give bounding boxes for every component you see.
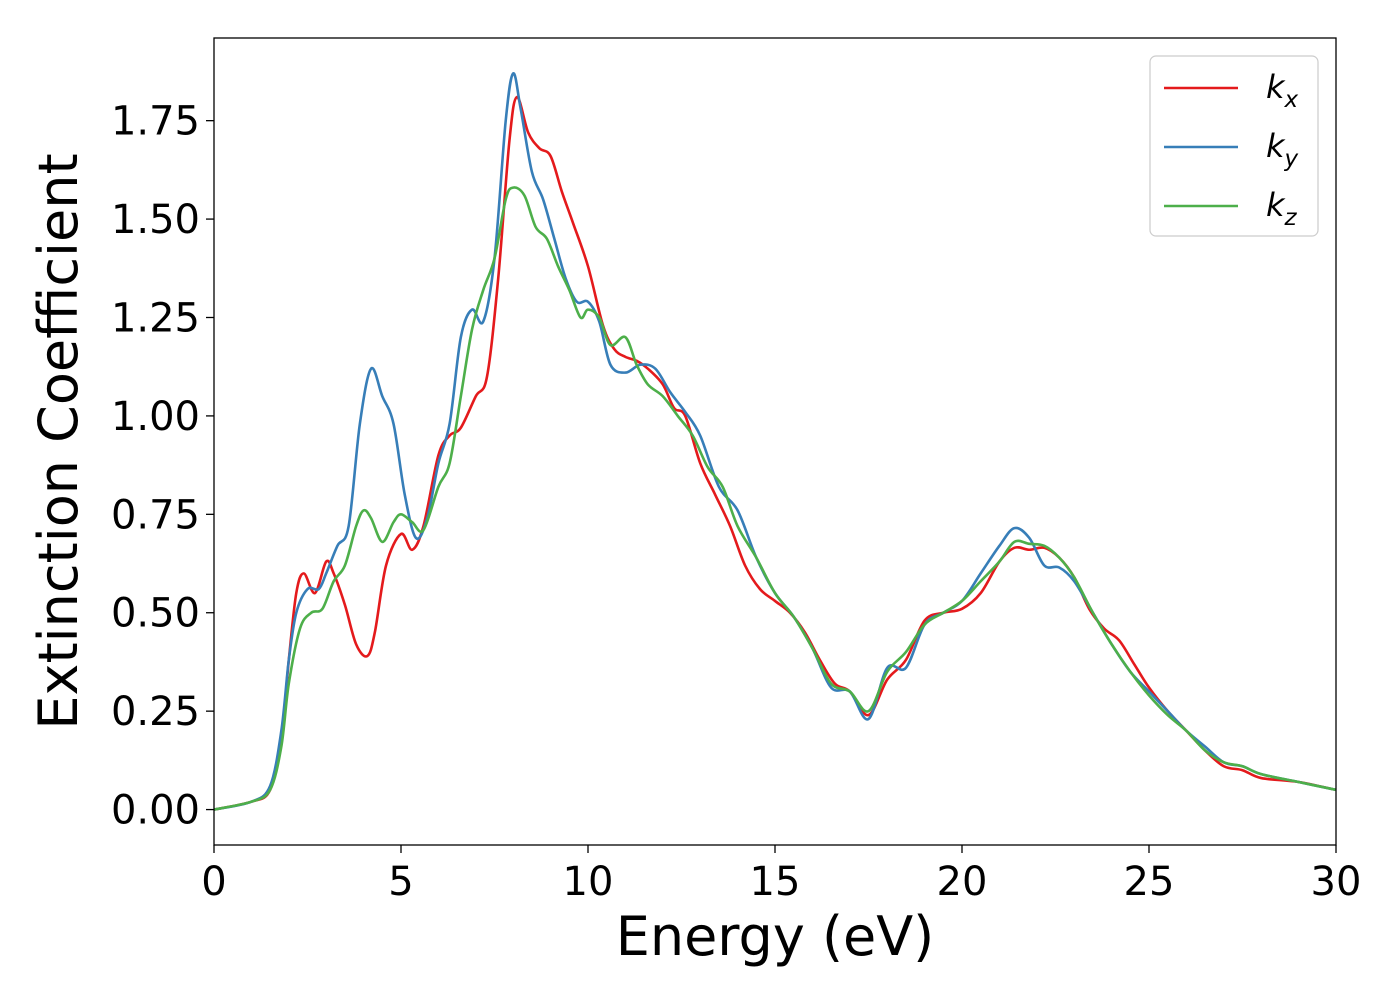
y-axis-title: Extinction Coefficient [27, 153, 90, 729]
x-tick-label: 20 [937, 859, 988, 905]
y-tick-label: 0.50 [111, 591, 200, 637]
plot-area [214, 72, 1336, 811]
axes: 0 5 10 15 20 25 30 0.00 0.25 0.50 0.75 1.00 1.25 1.50… [111, 37, 1362, 905]
legend-label-y: ky [1266, 127, 1299, 172]
x-tick-label: 15 [750, 859, 801, 905]
legend-label-x: kx [1266, 68, 1299, 113]
series-line-z [214, 186, 1336, 811]
x-tick-label: 10 [563, 859, 614, 905]
y-tick-label: 1.50 [111, 197, 200, 243]
x-tick-label: 25 [1124, 859, 1175, 905]
y-tick-label: 0.25 [111, 689, 200, 735]
x-axis-title: Energy (eV) [616, 905, 935, 968]
x-tick-label: 5 [388, 859, 413, 905]
y-tick-label: 1.75 [111, 99, 200, 145]
y-tick-label: 0.75 [111, 492, 200, 538]
series-line-y [214, 72, 1336, 811]
y-tick-label: 1.25 [111, 295, 200, 341]
x-tick-label: 0 [201, 859, 226, 905]
legend: kx ky kz [1149, 55, 1319, 237]
legend-label-z: kz [1266, 186, 1298, 231]
y-tick-label: 0.00 [111, 788, 200, 834]
y-tick-label: 1.00 [111, 394, 200, 440]
x-tick-label: 30 [1311, 859, 1362, 905]
